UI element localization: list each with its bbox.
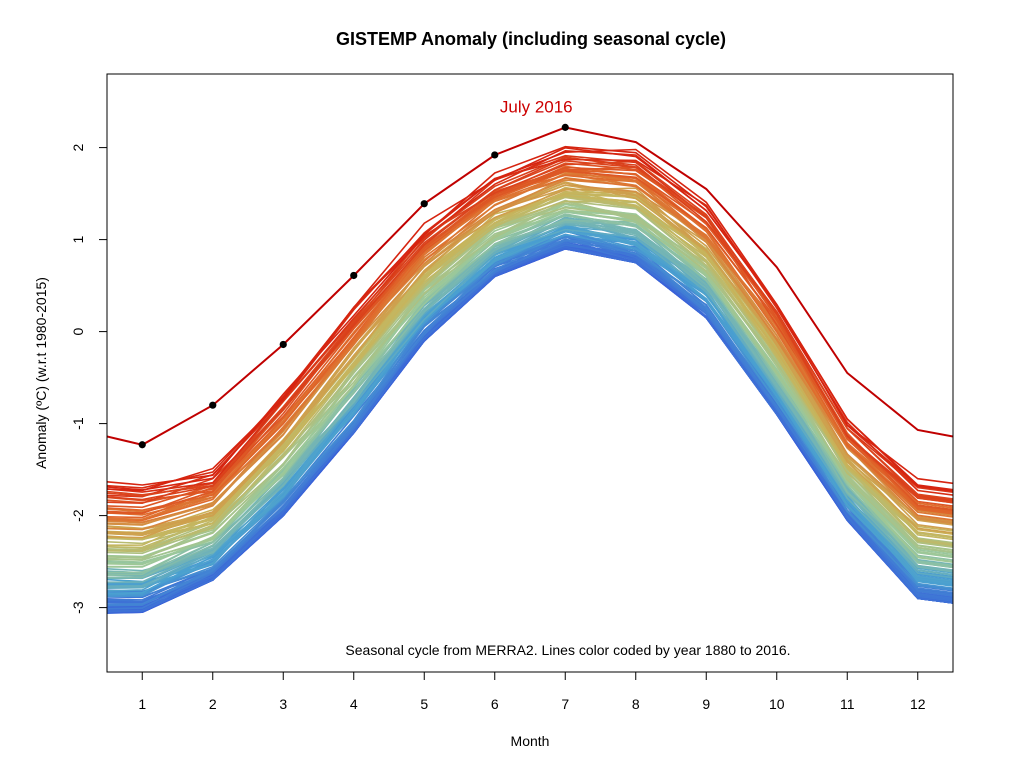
plot-frame	[106, 73, 954, 673]
year-line	[107, 145, 953, 491]
year-line	[107, 219, 953, 579]
y-tick-label: 0	[70, 327, 86, 335]
x-tick-label: 8	[632, 696, 640, 712]
x-tick-label: 3	[279, 696, 287, 712]
y-tick-label: 1	[70, 235, 86, 243]
year-line	[107, 166, 953, 515]
y-tick-label: 2	[70, 143, 86, 151]
x-tick-label: 5	[420, 696, 428, 712]
x-tick-label: 9	[702, 696, 710, 712]
year-line	[107, 158, 953, 496]
year-line	[107, 226, 953, 595]
x-tick-label: 1	[138, 696, 146, 712]
x-tick-label: 11	[840, 696, 855, 712]
x-tick-label: 4	[350, 696, 358, 712]
y-axis: -3 -2 -1 0 1 2	[70, 143, 107, 614]
y-tick-label: -2	[70, 509, 86, 522]
chart-title: GISTEMP Anomaly (including seasonal cycl…	[336, 29, 726, 49]
year-line	[107, 159, 953, 500]
x-tick-label: 2	[209, 696, 217, 712]
highlight-series-label: July 2016	[500, 97, 573, 116]
series-lines	[107, 145, 953, 614]
highlight-point	[561, 123, 569, 131]
y-tick-label: -1	[70, 417, 86, 430]
year-line	[107, 146, 953, 492]
year-line	[107, 156, 953, 501]
year-line	[107, 230, 953, 594]
highlight-point	[209, 401, 217, 409]
x-tick-label: 10	[769, 696, 785, 712]
highlight-point	[350, 271, 358, 280]
year-line	[107, 194, 953, 537]
x-tick-label: 7	[561, 696, 569, 712]
chart-annotation: Seasonal cycle from MERRA2. Lines color …	[345, 642, 790, 658]
highlight-point	[138, 441, 146, 449]
highlight-point	[491, 151, 499, 159]
x-axis: 1 2 3 4 5 6 7 8 9 10 11 12	[138, 672, 926, 712]
highlight-point	[279, 340, 287, 349]
x-axis-label: Month	[511, 733, 550, 749]
year-line	[107, 184, 953, 537]
x-tick-label: 6	[491, 696, 499, 712]
highlight-point	[420, 200, 428, 208]
y-tick-label: -3	[70, 601, 86, 614]
x-tick-label: 12	[910, 696, 926, 712]
year-line	[107, 187, 953, 535]
highlight-series	[107, 123, 953, 449]
highlight-line	[107, 126, 953, 446]
year-line	[107, 170, 953, 514]
y-axis-label: Anomaly (ºC) (w.r.t 1980-2015)	[33, 277, 49, 469]
